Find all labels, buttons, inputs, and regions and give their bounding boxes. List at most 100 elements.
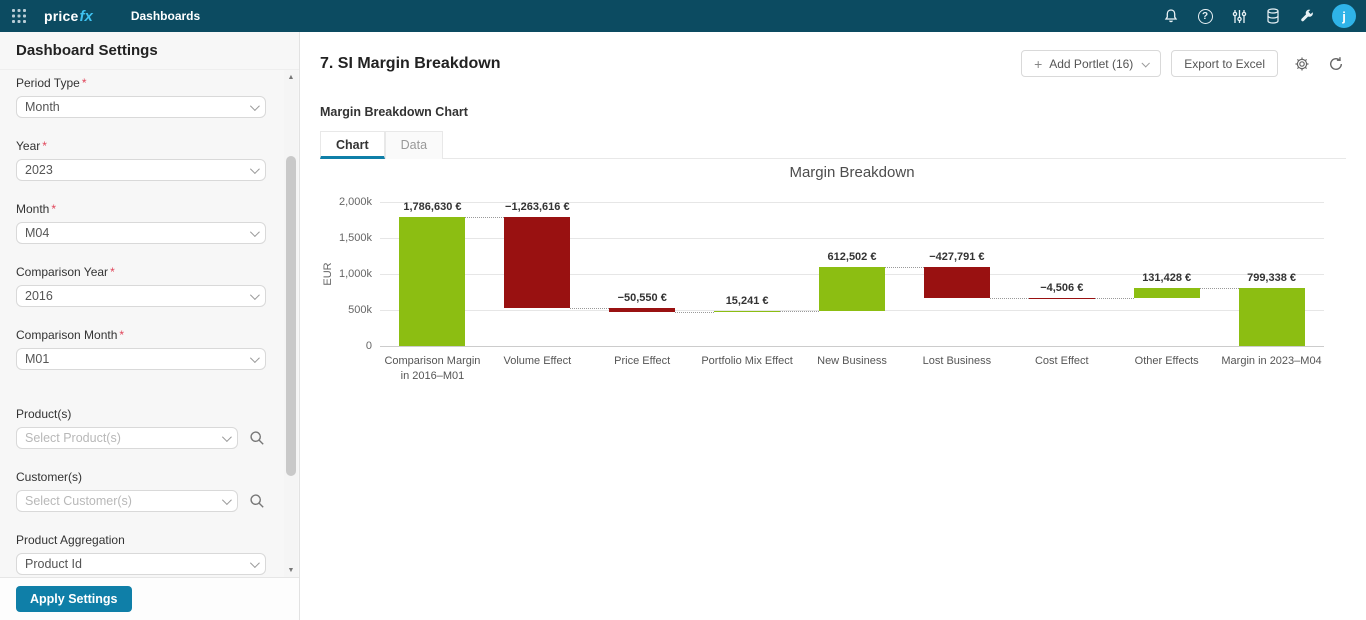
waterfall-bar-6[interactable] [923, 266, 990, 298]
x-category-label: Price Effect [614, 355, 671, 367]
tab-chart[interactable]: Chart [320, 131, 385, 159]
waterfall-bar-3[interactable] [609, 308, 676, 312]
page-title: 7. SI Margin Breakdown [320, 54, 501, 72]
waterfall-bar-7[interactable] [1028, 297, 1095, 300]
y-tick-label: 1,500k [338, 232, 372, 244]
customers-select[interactable]: Select Customer(s) [16, 490, 238, 512]
chevron-down-icon [221, 431, 232, 442]
field-comparison-year: Comparison Year * 2016 [16, 265, 266, 307]
waterfall-connector [1094, 297, 1134, 299]
settings-form: Period Type * Month Year * 2023 Month * M04 Compa… [0, 70, 282, 577]
comparison-month-select[interactable]: M01 [16, 348, 266, 370]
field-month: Month * M04 [16, 202, 266, 244]
comparison-month-label: Comparison Month * [16, 328, 125, 342]
product-aggregation-label: Product Aggregation [16, 533, 125, 547]
x-category-label: Margin in 2023–M04 [1221, 355, 1322, 367]
admin-wrench-icon[interactable] [1298, 7, 1316, 25]
required-asterisk: * [42, 139, 47, 153]
waterfall-connector [885, 266, 924, 268]
bar-value-label: 612,502 € [827, 250, 877, 263]
waterfall-connector [989, 297, 1029, 299]
data-database-icon[interactable] [1264, 7, 1282, 25]
field-products: Product(s) Select Product(s) [16, 407, 266, 449]
pricefx-logo[interactable]: price fx [44, 8, 93, 25]
question-mark-glyph: ? [1197, 8, 1213, 24]
export-to-excel-button[interactable]: Export to Excel [1171, 50, 1278, 77]
products-value: Select Product(s) [25, 431, 121, 445]
customers-label: Customer(s) [16, 470, 83, 484]
bar-value-label: −4,506 € [1040, 281, 1084, 294]
sidebar-scrollbar[interactable]: ▲ ▼ [284, 70, 298, 577]
waterfall-connector [570, 308, 610, 310]
header-actions: + Add Portlet (16) Export to Excel [1021, 50, 1346, 77]
main-header: 7. SI Margin Breakdown + Add Portlet (16… [300, 32, 1366, 77]
bar-value-label: 1,786,630 € [403, 201, 462, 214]
apply-settings-button[interactable]: Apply Settings [16, 586, 132, 612]
chart-tabs: Chart Data [320, 131, 1346, 159]
notifications-bell-icon[interactable] [1162, 7, 1180, 25]
chevron-down-icon [249, 226, 260, 237]
gridline [380, 202, 1324, 203]
main-content: 7. SI Margin Breakdown + Add Portlet (16… [300, 32, 1366, 620]
x-category-label: Other Effects [1134, 355, 1199, 367]
x-category-label: Comparison Margin in 2016–M01 [384, 355, 481, 382]
bar-value-label: −1,263,616 € [505, 201, 570, 214]
x-category-label: Portfolio Mix Effect [701, 355, 793, 367]
waterfall-connector [675, 311, 715, 313]
chevron-down-icon [221, 494, 232, 505]
chevron-down-icon [249, 289, 260, 300]
search-icon[interactable] [248, 429, 266, 447]
products-select[interactable]: Select Product(s) [16, 427, 238, 449]
search-icon[interactable] [248, 492, 266, 510]
waterfall-bar-4[interactable] [714, 310, 781, 313]
field-year: Year * 2023 [16, 139, 266, 181]
required-asterisk: * [81, 76, 87, 90]
chevron-down-icon [249, 163, 260, 174]
month-select[interactable]: M04 [16, 222, 266, 244]
waterfall-bar-8[interactable] [1133, 288, 1200, 298]
comparison-month-value: M01 [25, 352, 50, 366]
add-portlet-button[interactable]: + Add Portlet (16) [1021, 50, 1162, 77]
topbar-actions: ? j [1162, 4, 1366, 28]
refresh-icon[interactable] [1326, 54, 1346, 74]
portlet-title: Margin Breakdown Chart [320, 105, 468, 119]
chart-title: Margin Breakdown [789, 164, 915, 181]
tab-data[interactable]: Data [384, 131, 444, 159]
user-avatar[interactable]: j [1332, 4, 1356, 28]
waterfall-bar-2[interactable] [504, 217, 571, 309]
chevron-down-icon [1141, 58, 1151, 68]
y-tick-label: 1,000k [338, 268, 372, 280]
configuration-sliders-icon[interactable] [1230, 7, 1248, 25]
product-aggregation-select[interactable]: Product Id [16, 553, 266, 575]
nav-item-dashboards[interactable]: Dashboards [130, 9, 201, 23]
bar-value-label: −50,550 € [617, 292, 667, 305]
chevron-down-icon [249, 557, 260, 568]
export-label: Export to Excel [1184, 56, 1265, 71]
month-label: Month * [16, 202, 57, 216]
comparison-year-select[interactable]: 2016 [16, 285, 266, 307]
sidebar-header: Dashboard Settings [0, 32, 299, 70]
field-comparison-month: Comparison Month * M01 [16, 328, 266, 370]
required-asterisk: * [119, 328, 125, 342]
scrollbar-thumb[interactable] [286, 156, 296, 476]
waterfall-bar-5[interactable] [819, 266, 885, 311]
waterfall-bar-9[interactable] [1238, 288, 1305, 346]
top-navigation-bar: price fx Dashboards ? [0, 0, 1366, 32]
bar-value-label: −427,791 € [929, 250, 985, 263]
bar-value-label: 799,338 € [1247, 272, 1297, 285]
sidebar-title: Dashboard Settings [16, 42, 158, 59]
waterfall-bar-1[interactable] [399, 217, 466, 346]
app-grid-icon[interactable] [4, 0, 34, 32]
required-asterisk: * [110, 265, 115, 279]
bar-value-label: 15,241 € [725, 294, 769, 307]
chevron-down-icon [249, 100, 260, 111]
year-select[interactable]: 2023 [16, 159, 266, 181]
x-category-label: Lost Business [922, 355, 992, 367]
portlet-settings-gear-icon[interactable] [1292, 54, 1312, 74]
scrollbar-up-arrow-icon[interactable]: ▲ [287, 73, 295, 81]
scrollbar-down-arrow-icon[interactable]: ▼ [287, 566, 295, 574]
year-label: Year * [16, 139, 47, 153]
help-icon[interactable]: ? [1196, 7, 1214, 25]
add-portlet-label: Add Portlet (16) [1049, 56, 1134, 71]
period-type-select[interactable]: Month [16, 96, 266, 118]
